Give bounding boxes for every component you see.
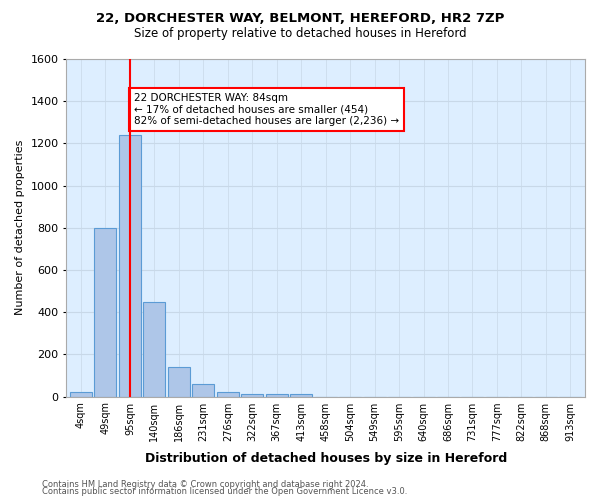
Bar xyxy=(266,394,288,396)
Bar xyxy=(290,394,312,396)
Bar xyxy=(168,367,190,396)
Y-axis label: Number of detached properties: Number of detached properties xyxy=(15,140,25,316)
Bar xyxy=(94,228,116,396)
Text: Contains HM Land Registry data © Crown copyright and database right 2024.: Contains HM Land Registry data © Crown c… xyxy=(42,480,368,489)
Bar xyxy=(217,392,239,396)
Text: 22 DORCHESTER WAY: 84sqm
← 17% of detached houses are smaller (454)
82% of semi-: 22 DORCHESTER WAY: 84sqm ← 17% of detach… xyxy=(134,93,399,126)
X-axis label: Distribution of detached houses by size in Hereford: Distribution of detached houses by size … xyxy=(145,452,507,465)
Bar xyxy=(241,394,263,396)
Text: Contains public sector information licensed under the Open Government Licence v3: Contains public sector information licen… xyxy=(42,487,407,496)
Text: Size of property relative to detached houses in Hereford: Size of property relative to detached ho… xyxy=(134,28,466,40)
Bar xyxy=(193,384,214,396)
Bar xyxy=(119,135,141,396)
Bar xyxy=(70,392,92,396)
Bar xyxy=(143,302,166,396)
Text: 22, DORCHESTER WAY, BELMONT, HEREFORD, HR2 7ZP: 22, DORCHESTER WAY, BELMONT, HEREFORD, H… xyxy=(96,12,504,26)
